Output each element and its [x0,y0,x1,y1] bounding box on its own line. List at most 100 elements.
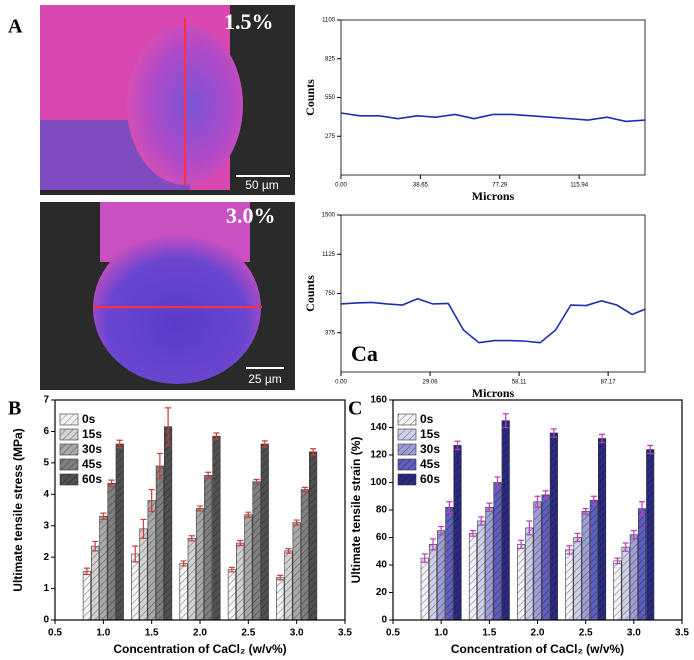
error-bar [494,476,501,489]
y-tick-label: 0 [43,615,49,626]
image-label: 1.5% [224,9,274,34]
error-bar [197,505,203,512]
x-tick-label: 1.5 [482,628,496,639]
bar [613,560,622,621]
error-bar [542,490,549,500]
error-bar [245,511,252,518]
error-bar [429,538,436,551]
legend-swatch [59,473,79,486]
y-tick-label: 40 [376,560,388,571]
scale-bar-label: 25 µm [248,372,282,386]
bar [276,577,285,621]
y-tick-label: 60 [376,532,388,543]
x-axis-label: Microns [472,189,515,203]
x-tick-label: 1.0 [434,628,448,639]
x-tick-label: 3.5 [675,628,689,639]
error-bar [630,530,637,540]
error-bar [165,407,172,447]
error-bar [180,560,187,567]
error-bar [574,532,581,543]
error-bar [108,479,115,488]
plot-frame [392,399,683,621]
bar [164,426,173,621]
bar [549,432,558,621]
bar [525,527,534,621]
y-tick-label: 160 [370,395,387,406]
error-bar [469,530,476,537]
legend-swatch [397,458,417,471]
y-axis-label: Counts [303,79,317,116]
legend-label: 15s [420,427,440,441]
y-tick-label: 20 [376,587,388,598]
x-tick-label: 1.5 [145,628,159,639]
error-bar [421,553,428,563]
y-tick-label: 275 [325,134,336,140]
y-tick-label: 0 [381,615,387,626]
x-tick-label: 77.29 [492,183,508,189]
plot-frame [54,399,346,621]
y-tick-label: 750 [325,291,336,297]
x-tick-label: 2.5 [579,628,593,639]
bar [179,563,188,621]
bar [453,445,462,621]
legend-label: 45s [420,457,440,471]
bar [91,545,100,621]
legend-swatch [59,413,79,426]
x-tick-label: 115.94 [570,183,589,189]
bar [420,557,429,621]
x-tick-label: 0.5 [48,628,62,639]
bar [187,537,196,621]
bar [581,511,590,621]
error-bar [132,545,139,563]
legend-swatch [397,428,417,441]
error-bar [83,567,90,576]
error-bar [502,413,509,429]
legend-swatch [397,473,417,486]
x-tick-label: 2.5 [241,628,255,639]
y-tick-label: 7 [43,395,49,406]
x-tick-label: 2.0 [531,628,545,639]
y-tick-label: 100 [370,477,387,488]
legend-label: 0s [420,412,434,426]
bar [533,501,542,621]
error-bar [478,516,485,526]
x-tick-label: 1.0 [96,628,110,639]
legend-swatch [59,428,79,441]
error-bar [622,542,629,552]
error-bar [518,539,525,550]
legend-swatch [59,458,79,471]
bar [468,533,478,621]
x-tick-label: 3.0 [627,628,641,639]
error-bar [310,448,317,456]
x-tick-label: 0.5 [386,628,400,639]
legend-label: 0s [82,412,96,426]
y-tick-label: 1500 [322,213,336,219]
x-axis-label: Concentration of CaCl₂ (w/v%) [451,642,624,656]
bar [517,544,526,621]
error-bar [92,540,99,552]
error-bar [100,512,107,521]
y-tick-label: 140 [370,422,387,433]
error-bar [590,495,597,506]
plot-frame [340,19,646,176]
panel-label: A [8,16,23,38]
data-line [340,297,646,344]
bar [244,514,253,621]
legend-swatch [397,443,417,456]
error-bar [438,525,445,536]
error-bar [156,452,163,480]
bar [115,443,124,621]
x-tick-label: 0.00 [335,183,347,189]
y-axis-label: Counts [303,275,317,312]
error-bar [205,471,212,480]
bar [501,420,510,621]
bar [565,549,574,621]
bar [195,508,205,621]
bar [589,500,598,621]
error-bar [253,478,260,485]
plot-frame [340,214,646,373]
error-bar [526,520,533,536]
bar [597,438,607,621]
panel-label: B [8,398,21,420]
bar [139,528,148,621]
